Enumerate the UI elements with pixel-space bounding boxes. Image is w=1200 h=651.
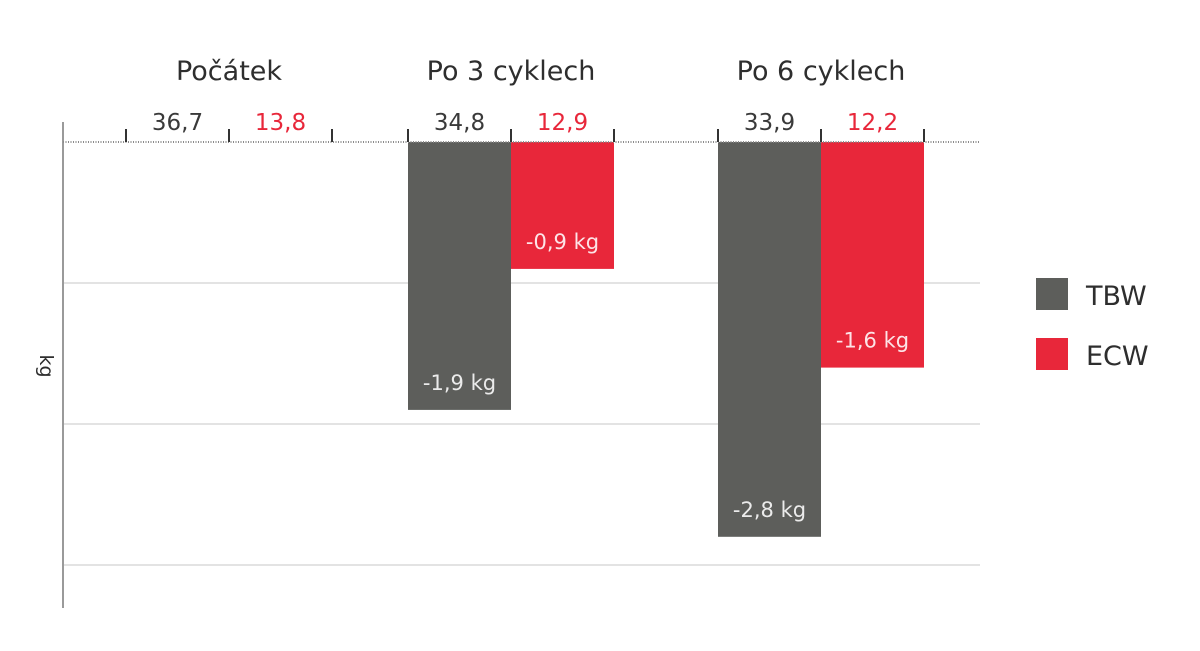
bar-tbw	[408, 142, 511, 410]
baseline-value-label: 12,9	[537, 110, 588, 136]
baseline-value-label: 34,8	[434, 110, 485, 136]
legend-label-ecw: ECW	[1086, 341, 1149, 372]
bar-ecw	[511, 142, 614, 269]
legend: TBW ECW	[1036, 278, 1149, 372]
category-label: Po 6 cyklech	[737, 56, 906, 87]
category-label: Po 3 cyklech	[427, 56, 596, 87]
bar-value-label: -0,9 kg	[526, 230, 599, 254]
bar-value-label: -2,8 kg	[733, 498, 806, 522]
legend-label-tbw: TBW	[1085, 281, 1147, 312]
axis-ticks	[125, 129, 925, 142]
baseline-value-label: 13,8	[255, 110, 306, 136]
category-label: Počátek	[176, 56, 282, 87]
baseline-value-label: 12,2	[847, 110, 898, 136]
legend-swatch-tbw	[1036, 278, 1068, 310]
y-axis-label: kg	[35, 354, 57, 377]
bars	[408, 142, 924, 537]
baseline-value-label: 36,7	[152, 110, 203, 136]
legend-swatch-ecw	[1036, 338, 1068, 370]
labels: Počátek 36,7 13,8 Po 3 cyklech 34,8 -1,9 kg 12…	[152, 56, 909, 522]
bar-tbw	[718, 142, 821, 537]
bar-value-label: -1,6 kg	[836, 329, 909, 353]
baseline-value-label: 33,9	[744, 110, 795, 136]
bar-value-label: -1,9 kg	[423, 371, 496, 395]
bar-ecw	[821, 142, 924, 368]
